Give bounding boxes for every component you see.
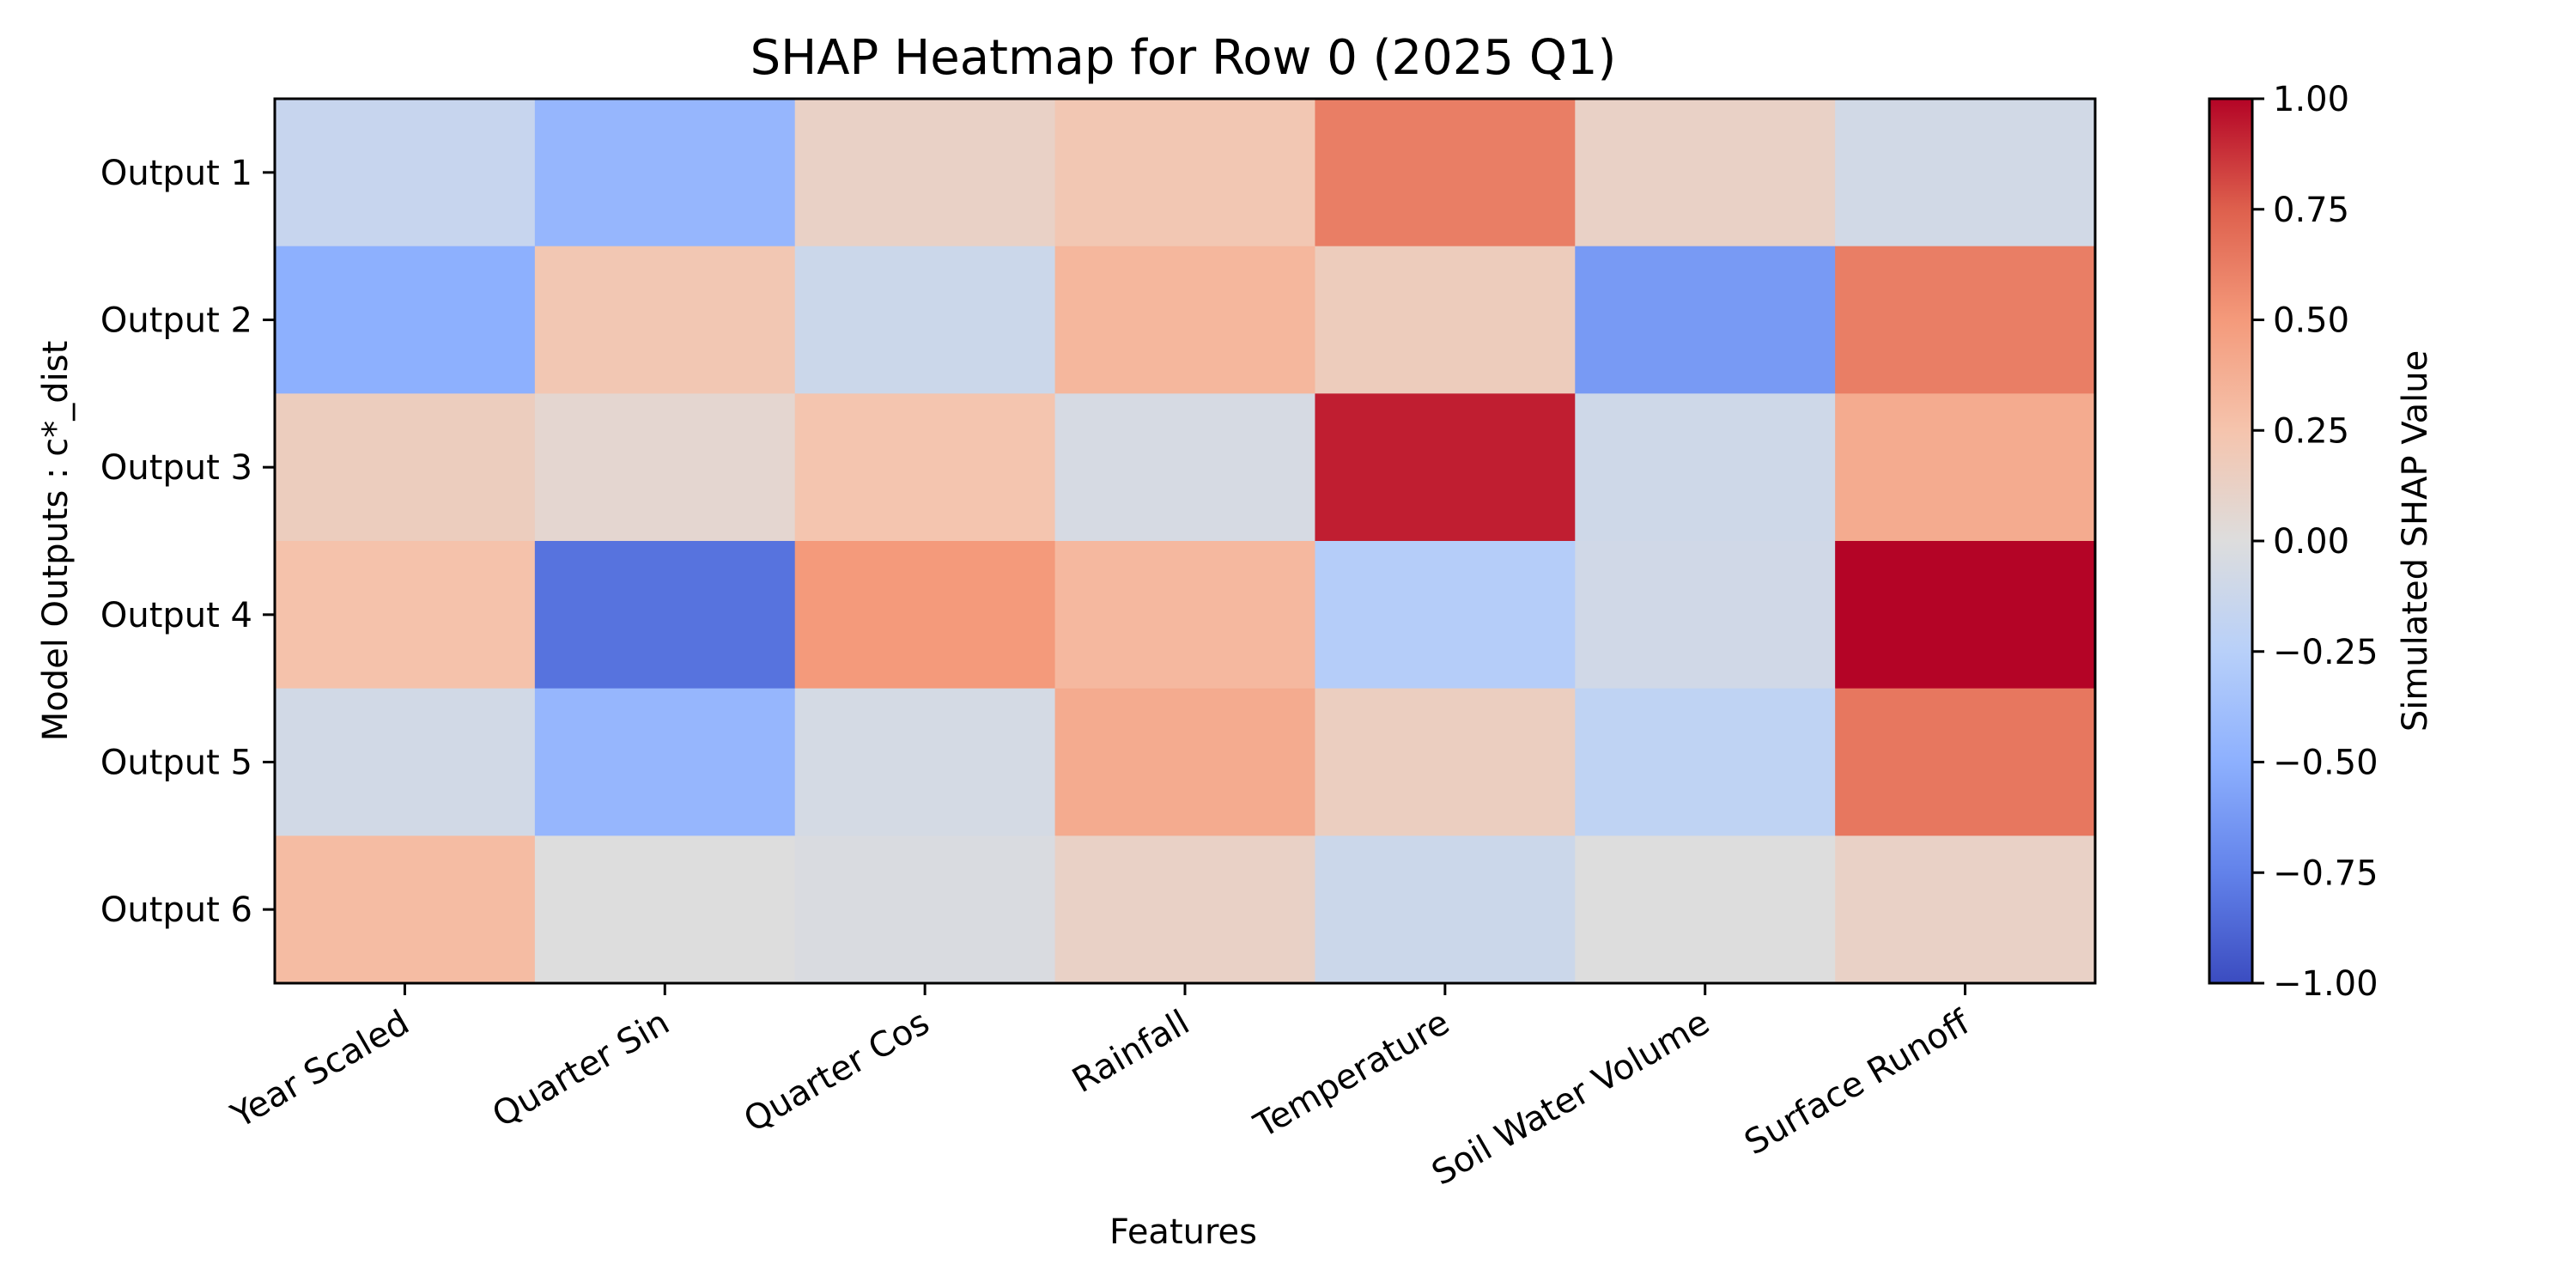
heatmap-cell	[534, 835, 796, 984]
heatmap-cell	[1054, 835, 1315, 984]
x-tick-label: Surface Runoff	[1738, 1002, 1978, 1163]
heatmap-cell	[1315, 835, 1576, 984]
heatmap-cell	[1315, 688, 1576, 836]
heatmap-cell	[1054, 688, 1315, 836]
y-tick-label: Output 2	[100, 301, 252, 341]
heatmap-cell	[1835, 246, 2096, 394]
heatmap-cell	[1575, 393, 1836, 542]
x-axis-ticks: Year Scaled Quarter Sin Quarter Cos Rainfal…	[224, 983, 1978, 1194]
heatmap-cell	[1054, 99, 1315, 247]
y-tick-label: Output 4	[100, 596, 252, 635]
y-tick-label: Output 1	[100, 154, 252, 193]
y-tick-label: Output 5	[100, 744, 252, 783]
colorbar-tick-label: 1.00	[2273, 80, 2349, 119]
heatmap-cell	[794, 541, 1056, 690]
x-tick-label: Year Scaled	[224, 1003, 416, 1137]
colorbar-label: Simulated SHAP Value	[2396, 350, 2435, 732]
chart-title: SHAP Heatmap for Row 0 (2025 Q1)	[750, 30, 1617, 86]
heatmap-cell	[275, 99, 536, 247]
heatmap-cell	[1575, 246, 1836, 394]
heatmap-cell	[1315, 99, 1576, 247]
x-tick-label: Rainfall	[1066, 1003, 1196, 1101]
heatmap-cell	[1835, 393, 2096, 542]
x-tick-label: Temperature	[1248, 1003, 1456, 1146]
heatmap-cell	[1575, 835, 1836, 984]
heatmap-cells	[275, 99, 2096, 984]
heatmap-cell	[275, 688, 536, 836]
heatmap-cell	[1054, 393, 1315, 542]
colorbar-tick-label: 0.75	[2273, 191, 2349, 230]
y-axis-ticks: Output 1 Output 2 Output 3 Output 4 Output 5…	[100, 154, 275, 930]
heatmap-cell	[275, 835, 536, 984]
heatmap-cell	[794, 393, 1056, 542]
heatmap-cell	[794, 246, 1056, 394]
x-tick-label: Quarter Cos	[738, 1003, 936, 1140]
colorbar-tick-label: −0.25	[2273, 633, 2379, 672]
heatmap-cell	[1054, 246, 1315, 394]
colorbar-tick-label: 0.00	[2273, 522, 2349, 562]
heatmap-cell	[794, 688, 1056, 836]
x-tick-label: Soil Water Volume	[1425, 1003, 1716, 1194]
heatmap-cell	[1575, 541, 1836, 690]
heatmap-cell	[275, 393, 536, 542]
heatmap-cell	[1835, 688, 2096, 836]
heatmap-cell	[794, 99, 1056, 247]
colorbar-ticks: 1.00 0.75 0.50 0.25 0.00 −0.25 −0.50 −0.75 −1.00	[2252, 80, 2379, 1004]
colorbar-tick-label: 0.50	[2273, 301, 2349, 341]
heatmap-cell	[1835, 99, 2096, 247]
heatmap-cell	[1315, 541, 1576, 690]
y-tick-label: Output 3	[100, 448, 252, 488]
heatmap-cell	[1575, 688, 1836, 836]
heatmap-cell	[1054, 541, 1315, 690]
heatmap-cell	[1835, 835, 2096, 984]
colorbar	[2208, 97, 2254, 985]
heatmap-cell	[275, 541, 536, 690]
colorbar-tick-label: 0.25	[2273, 411, 2349, 451]
heatmap-cell	[794, 835, 1056, 984]
heatmap-cell	[534, 688, 796, 836]
colorbar-tick-label: −0.50	[2273, 744, 2379, 783]
heatmap-cell	[534, 99, 796, 247]
heatmap-cell	[534, 246, 796, 394]
heatmap-cell	[275, 246, 536, 394]
x-tick-label: Quarter Sin	[486, 1003, 676, 1135]
heatmap-cell	[534, 541, 796, 690]
colorbar-tick-label: −1.00	[2273, 964, 2379, 1004]
heatmap-cell	[1575, 99, 1836, 247]
heatmap-cell	[534, 393, 796, 542]
y-axis-title: Model Outputs : c*_dist	[36, 341, 76, 742]
colorbar-tick-label: −0.75	[2273, 854, 2379, 893]
heatmap-cell	[1315, 246, 1576, 394]
heatmap-cell	[1835, 541, 2096, 690]
y-tick-label: Output 6	[100, 890, 252, 930]
heatmap-cell	[1315, 393, 1576, 542]
x-axis-title: Features	[1109, 1212, 1257, 1252]
